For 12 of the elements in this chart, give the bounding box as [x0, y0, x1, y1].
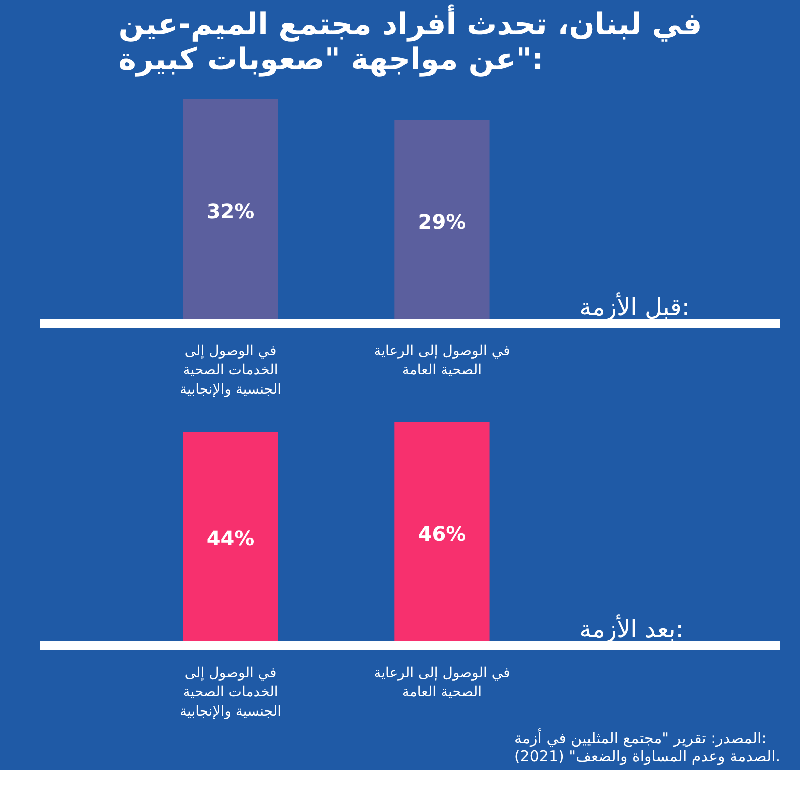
x-tick-label: في الوصول إلى الرعاية الصحية العامة — [374, 666, 510, 701]
x-tick-label: في الوصول إلى الرعاية الصحية العامة — [374, 344, 510, 379]
data-label: 29% — [418, 210, 466, 234]
data-label: 32% — [206, 199, 255, 224]
y-axis-title: بعد الأزمة: — [580, 614, 684, 644]
x-tick-label: في الوصول إلى الخدمات الصحية الجنسية والإنجابية — [180, 344, 282, 398]
chart-title: في لبنان، تحدث أفراد مجتمع الميم-عين عن مواجهة "صعوبات كبيرة": — [118, 4, 702, 78]
y-axis-title: قبل الأزمة: — [580, 292, 690, 322]
data-label: 44% — [206, 526, 255, 551]
data-label: 46% — [418, 522, 466, 546]
text: المصدر: تقرير "مجتمع المثليين في أزمة: الصدمة وعدم المساواة والضعف" (2021). — [514, 728, 781, 766]
x-tick-label: في الوصول إلى الخدمات الصحية الجنسية والإنجابية — [180, 666, 282, 720]
